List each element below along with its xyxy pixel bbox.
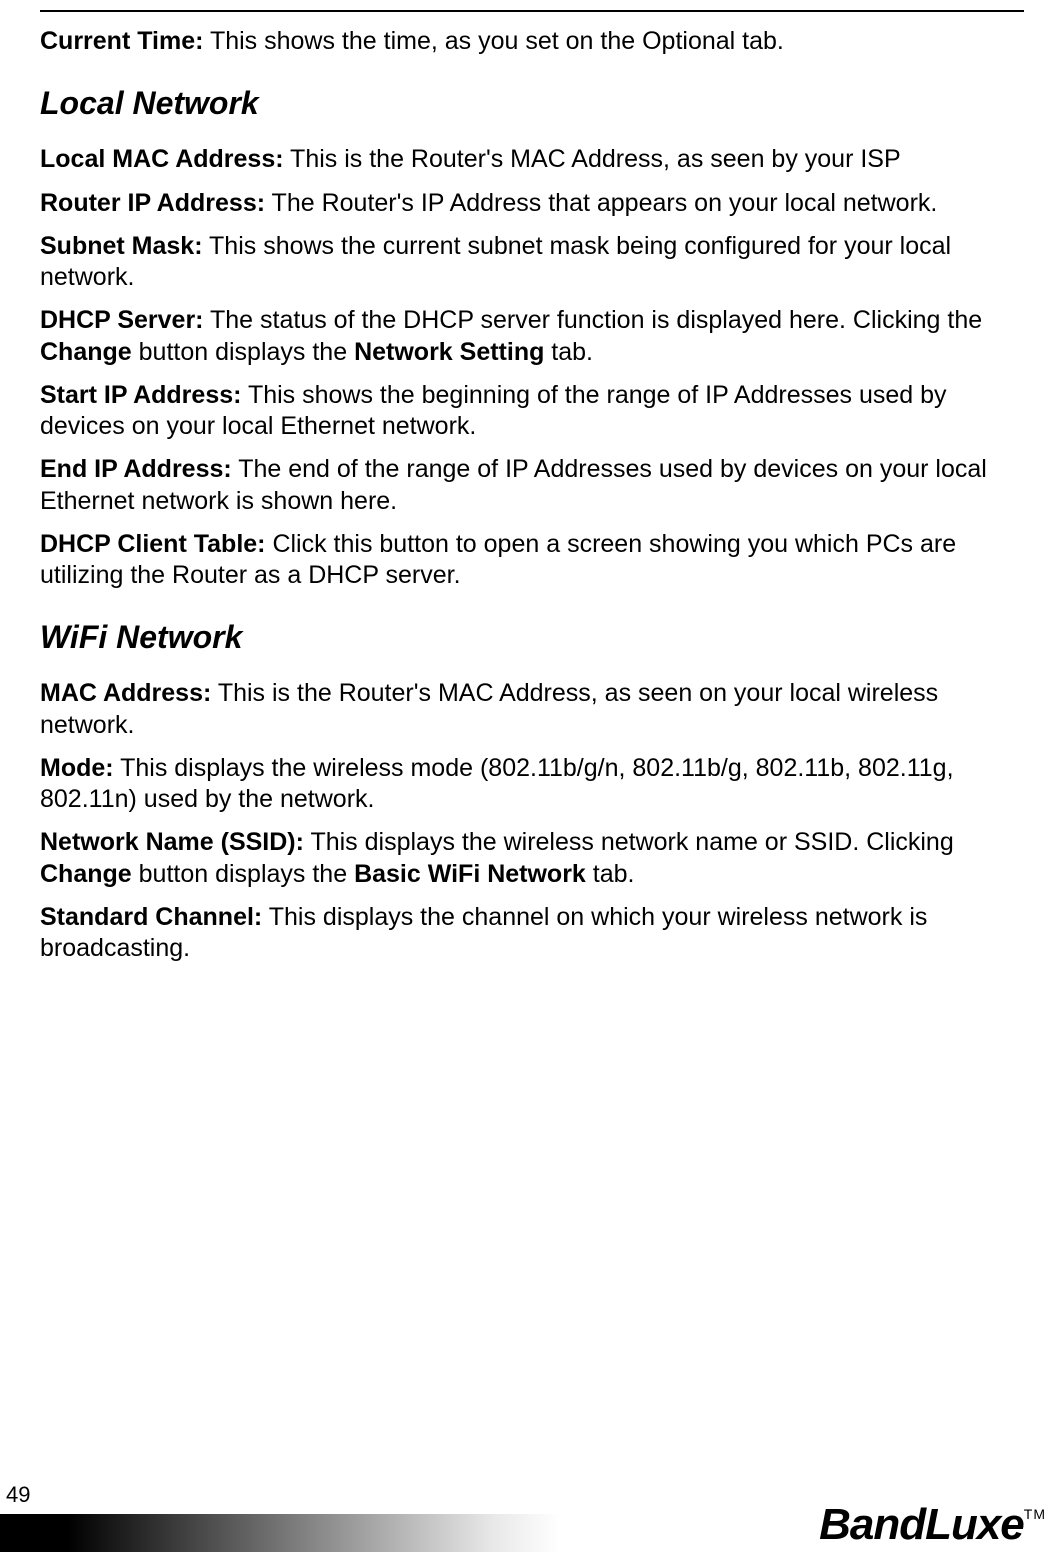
dhcp-server-bold2: Network Setting <box>354 338 544 366</box>
wifi-ssid-label: Network Name (SSID): <box>40 828 304 856</box>
brand-text: BandLuxe <box>819 1500 1024 1549</box>
footer-gradient-bar <box>0 1514 560 1552</box>
start-ip-para: Start IP Address: This shows the beginni… <box>40 380 1024 443</box>
brand-logo: BandLuxeTM <box>819 1500 1046 1550</box>
subnet-mask-para: Subnet Mask: This shows the current subn… <box>40 231 1024 294</box>
page-number: 49 <box>6 1482 30 1508</box>
top-rule <box>40 10 1024 12</box>
local-mac-para: Local MAC Address: This is the Router's … <box>40 144 1024 175</box>
dhcp-server-pre: The status of the DHCP server function i… <box>204 306 983 334</box>
wifi-ssid-mid: button displays the <box>132 860 354 888</box>
local-mac-text: This is the Router's MAC Address, as see… <box>284 145 901 173</box>
wifi-mode-para: Mode: This displays the wireless mode (8… <box>40 753 1024 816</box>
wifi-ssid-para: Network Name (SSID): This displays the w… <box>40 827 1024 890</box>
dhcp-server-bold1: Change <box>40 338 132 366</box>
current-time-label: Current Time: <box>40 27 203 55</box>
trademark-text: TM <box>1024 1506 1046 1522</box>
dhcp-client-para: DHCP Client Table: Click this button to … <box>40 529 1024 592</box>
wifi-mode-text: This displays the wireless mode (802.11b… <box>40 754 954 813</box>
wifi-channel-para: Standard Channel: This displays the chan… <box>40 902 1024 965</box>
wifi-ssid-post: tab. <box>586 860 635 888</box>
local-network-heading: Local Network <box>40 85 1024 122</box>
dhcp-server-mid: button displays the <box>132 338 354 366</box>
wifi-mac-para: MAC Address: This is the Router's MAC Ad… <box>40 678 1024 741</box>
router-ip-label: Router IP Address: <box>40 189 265 217</box>
dhcp-server-post: tab. <box>544 338 593 366</box>
wifi-channel-label: Standard Channel: <box>40 903 262 931</box>
subnet-mask-label: Subnet Mask: <box>40 232 203 260</box>
start-ip-label: Start IP Address: <box>40 381 241 409</box>
local-mac-label: Local MAC Address: <box>40 145 284 173</box>
wifi-ssid-bold2: Basic WiFi Network <box>354 860 586 888</box>
dhcp-server-para: DHCP Server: The status of the DHCP serv… <box>40 305 1024 368</box>
wifi-ssid-pre: This displays the wireless network name … <box>304 828 954 856</box>
dhcp-client-label: DHCP Client Table: <box>40 530 266 558</box>
end-ip-label: End IP Address: <box>40 455 232 483</box>
page-content: Current Time: This shows the time, as yo… <box>0 0 1064 964</box>
current-time-text: This shows the time, as you set on the O… <box>203 27 783 55</box>
page-footer: 49 BandLuxeTM <box>0 1492 1064 1552</box>
wifi-network-heading: WiFi Network <box>40 619 1024 656</box>
wifi-mode-label: Mode: <box>40 754 114 782</box>
dhcp-server-label: DHCP Server: <box>40 306 204 334</box>
end-ip-para: End IP Address: The end of the range of … <box>40 454 1024 517</box>
router-ip-text: The Router's IP Address that appears on … <box>265 189 937 217</box>
current-time-para: Current Time: This shows the time, as yo… <box>40 26 1024 57</box>
wifi-mac-label: MAC Address: <box>40 679 211 707</box>
router-ip-para: Router IP Address: The Router's IP Addre… <box>40 188 1024 219</box>
wifi-ssid-bold1: Change <box>40 860 132 888</box>
